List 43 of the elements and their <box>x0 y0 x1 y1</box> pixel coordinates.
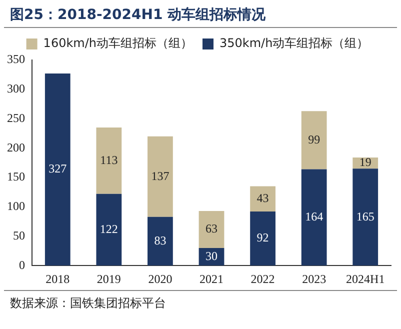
data-label: 19 <box>359 155 372 170</box>
x-tick-label: 2020 <box>148 272 172 286</box>
x-tick-label: 2023 <box>302 272 326 286</box>
data-label: 113 <box>100 152 118 167</box>
data-label: 30 <box>206 248 218 263</box>
legend-label: 350km/h动车组招标（组） <box>220 36 369 50</box>
x-tick-label: 2024H1 <box>346 272 385 286</box>
y-tick-label: 50 <box>13 228 25 242</box>
y-tick-label: 350 <box>7 52 25 66</box>
bar <box>148 136 173 217</box>
bar <box>44 74 70 266</box>
bar <box>352 168 378 266</box>
bar <box>250 186 276 212</box>
y-tick-label: 250 <box>7 110 25 125</box>
chart-title: 图25：2018-2024H1 动车组招标情况 <box>4 0 397 28</box>
source-note: 数据来源：国铁集团招标平台 <box>4 290 397 316</box>
data-label: 327 <box>48 162 67 176</box>
y-tick-label: 150 <box>7 170 25 184</box>
y-tick-label: 100 <box>7 199 25 214</box>
data-label: 63 <box>206 222 218 236</box>
bar <box>96 128 122 194</box>
bar <box>301 169 327 266</box>
legend-label: 160km/h动车组招标（组） <box>43 36 193 50</box>
x-tick-label: 2022 <box>250 272 275 286</box>
data-label: 43 <box>256 191 269 206</box>
bar <box>96 194 122 266</box>
data-label: 122 <box>100 222 118 236</box>
data-label: 83 <box>154 233 166 248</box>
data-label: 92 <box>256 230 269 245</box>
bar <box>148 216 173 266</box>
bar <box>301 111 327 170</box>
data-label: 164 <box>305 210 324 224</box>
data-label: 137 <box>151 168 170 183</box>
y-tick-label: 300 <box>7 82 25 96</box>
x-tick-label: 2019 <box>96 272 121 286</box>
bar <box>198 210 224 248</box>
x-tick-label: 2021 <box>200 272 224 286</box>
bar <box>250 212 276 266</box>
y-tick-label: 200 <box>7 140 25 154</box>
data-label: 165 <box>356 209 374 224</box>
data-label: 99 <box>308 132 320 146</box>
x-tick-label: 2018 <box>46 272 70 286</box>
y-tick-label: 0 <box>19 258 25 272</box>
